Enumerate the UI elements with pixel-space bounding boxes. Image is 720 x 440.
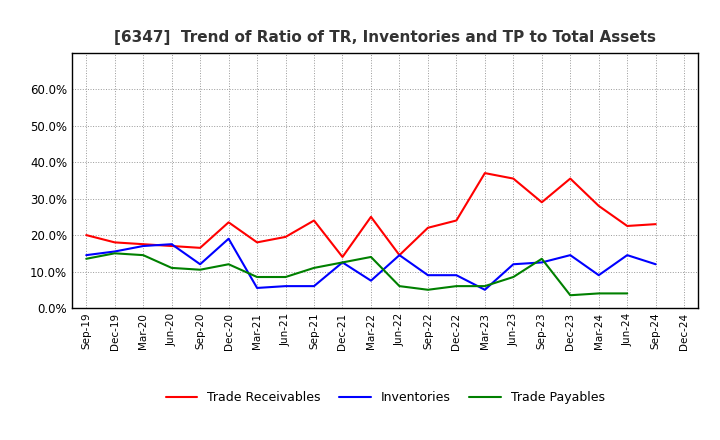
Inventories	[167, 242, 176, 247]
Legend: Trade Receivables, Inventories, Trade Payables: Trade Receivables, Inventories, Trade Pa…	[161, 386, 610, 409]
Trade Receivables	[480, 170, 489, 176]
Inventories	[225, 236, 233, 242]
Trade Receivables	[652, 221, 660, 227]
Inventories	[595, 272, 603, 278]
Trade Receivables	[366, 214, 375, 220]
Inventories	[623, 253, 631, 258]
Trade Receivables	[310, 218, 318, 223]
Title: [6347]  Trend of Ratio of TR, Inventories and TP to Total Assets: [6347] Trend of Ratio of TR, Inventories…	[114, 29, 656, 45]
Trade Payables	[338, 260, 347, 265]
Trade Receivables	[338, 254, 347, 260]
Trade Payables	[509, 275, 518, 280]
Trade Payables	[623, 291, 631, 296]
Trade Payables	[366, 254, 375, 260]
Trade Receivables	[139, 242, 148, 247]
Trade Receivables	[282, 234, 290, 239]
Trade Receivables	[537, 200, 546, 205]
Trade Receivables	[509, 176, 518, 181]
Trade Payables	[282, 275, 290, 280]
Inventories	[452, 272, 461, 278]
Trade Payables	[167, 265, 176, 271]
Trade Payables	[537, 256, 546, 261]
Inventories	[338, 260, 347, 265]
Inventories	[110, 249, 119, 254]
Trade Receivables	[82, 232, 91, 238]
Trade Payables	[225, 262, 233, 267]
Trade Payables	[566, 293, 575, 298]
Inventories	[480, 287, 489, 293]
Inventories	[310, 283, 318, 289]
Trade Receivables	[167, 243, 176, 249]
Trade Receivables	[423, 225, 432, 231]
Trade Payables	[110, 251, 119, 256]
Inventories	[652, 262, 660, 267]
Trade Receivables	[253, 240, 261, 245]
Trade Receivables	[395, 253, 404, 258]
Inventories	[282, 283, 290, 289]
Inventories	[139, 243, 148, 249]
Line: Trade Payables: Trade Payables	[86, 253, 627, 295]
Inventories	[196, 262, 204, 267]
Trade Payables	[82, 256, 91, 261]
Trade Payables	[310, 265, 318, 271]
Inventories	[395, 253, 404, 258]
Trade Receivables	[595, 203, 603, 209]
Inventories	[509, 262, 518, 267]
Trade Payables	[253, 275, 261, 280]
Inventories	[82, 253, 91, 258]
Inventories	[423, 272, 432, 278]
Trade Payables	[452, 283, 461, 289]
Trade Receivables	[225, 220, 233, 225]
Trade Payables	[139, 253, 148, 258]
Trade Payables	[196, 267, 204, 272]
Trade Receivables	[623, 224, 631, 229]
Inventories	[566, 253, 575, 258]
Trade Receivables	[566, 176, 575, 181]
Trade Receivables	[452, 218, 461, 223]
Line: Inventories: Inventories	[86, 239, 656, 290]
Line: Trade Receivables: Trade Receivables	[86, 173, 656, 257]
Trade Receivables	[196, 245, 204, 250]
Trade Payables	[395, 283, 404, 289]
Trade Payables	[480, 283, 489, 289]
Trade Payables	[595, 291, 603, 296]
Inventories	[537, 260, 546, 265]
Inventories	[366, 278, 375, 283]
Trade Receivables	[110, 240, 119, 245]
Trade Payables	[423, 287, 432, 293]
Inventories	[253, 285, 261, 290]
